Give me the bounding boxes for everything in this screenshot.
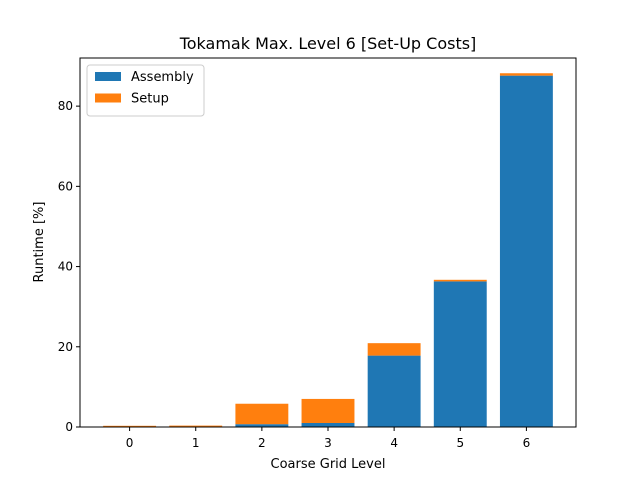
x-axis-label: Coarse Grid Level [271,457,386,472]
x-tick-label: 3 [324,436,332,450]
bar-assembly-4 [367,355,421,427]
legend-label-setup: Setup [131,92,169,107]
bar-assembly-3 [301,422,355,427]
legend-swatch-assembly [95,72,121,81]
y-tick-label: 80 [58,99,73,113]
y-axis-ticks: 0 20 40 60 80 [58,99,80,434]
x-tick-label: 5 [456,436,464,450]
x-tick-label: 4 [390,436,398,450]
x-tick-label: 0 [126,436,134,450]
x-tick-label: 6 [523,436,531,450]
bar-assembly-2 [235,424,289,427]
bar-setup-3 [301,398,355,423]
x-tick-label: 1 [192,436,200,450]
bar-setup-1 [169,425,223,427]
bar-setup-4 [367,343,421,356]
bar-assembly-5 [433,281,487,427]
x-axis-ticks: 0 1 2 3 4 5 6 [126,427,530,450]
x-tick-label: 2 [258,436,266,450]
legend-label-assembly: Assembly [131,70,194,85]
bars-group [103,73,553,427]
y-tick-label: 0 [65,420,73,434]
bar-assembly-6 [499,75,553,427]
bar-setup-5 [433,279,487,282]
y-tick-label: 60 [58,179,73,193]
y-tick-label: 20 [58,340,73,354]
bar-setup-0 [103,425,157,427]
legend-swatch-setup [95,93,121,103]
y-axis-label: Runtime [%] [32,202,47,283]
chart-title: Tokamak Max. Level 6 [Set-Up Costs] [179,34,477,53]
legend: Assembly Setup [86,64,205,117]
bar-setup-2 [235,403,289,425]
y-tick-label: 40 [58,260,73,274]
bar-setup-6 [499,73,553,76]
